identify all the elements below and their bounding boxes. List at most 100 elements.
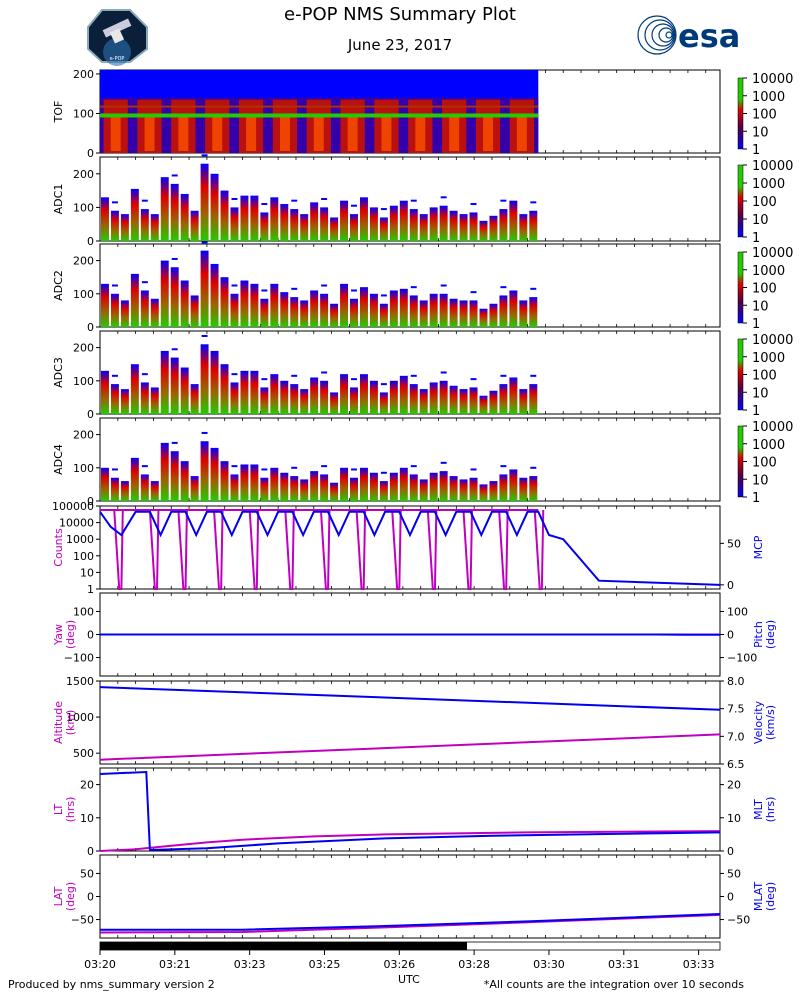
adc-bar [369,293,378,327]
y-tick-label: 0 [87,629,94,642]
adc-bar [340,200,349,241]
adc-bar [479,308,488,327]
tof-column-core [178,115,189,152]
adc-bar [140,382,149,414]
adc-outlier-mark [321,465,328,468]
adc-outlier-mark [261,289,268,292]
adc-bar [310,202,319,241]
adc-bar [330,392,339,414]
colorbar-tick-label: 10000 [752,159,793,174]
counts-line [100,509,124,590]
adc-bar [200,163,209,241]
panel-frame [99,767,721,852]
y-tick-label: 200 [73,255,94,268]
adc-bar [101,197,109,241]
adc-outlier-mark [500,199,507,202]
tof-column-core [483,115,494,152]
adc-bar [270,374,279,414]
tof-column-core [415,115,426,152]
adc-bar [210,447,219,501]
colorbar-tick-label: 100 [752,195,777,210]
y-tick-label: 100 [73,288,94,301]
y-tick-label-right: 10 [727,812,741,825]
tof-column-core [144,115,155,152]
adc-outlier-mark [530,374,537,377]
y-tick-label-right: −50 [727,914,750,927]
adc-bar [120,389,129,414]
adc-bar [160,260,169,327]
colorbar-tick-label: 10000 [752,72,793,87]
adc-bar [240,280,249,327]
adc-bar [150,298,159,327]
adc-bar [290,209,299,241]
y-tick-label: 200 [73,342,94,355]
adc-bar [429,382,438,414]
time-tick-label: 03:28 [458,958,490,971]
adc-bar [449,210,458,241]
adc-bar [320,380,329,414]
adc-bar [150,481,159,501]
colorbar-tick-label: 10000 [752,246,793,261]
adc-bar [350,387,358,414]
adc-outlier-mark [141,281,148,284]
adc-bar [489,481,498,501]
adc-bar [519,389,528,414]
y-tick-label: 200 [73,429,94,442]
adc-bar [150,387,159,414]
adc-outlier-mark [111,468,118,471]
plot-date: June 23, 2017 [347,36,452,54]
y-tick-label: 1500 [66,675,94,688]
colorbar-tick-label: 1000 [752,351,785,366]
adc-bar [459,389,468,414]
adc-bar [419,389,428,414]
esa-logo-text: esa [678,17,740,55]
adc-bar [479,220,488,241]
tof-column-core [279,115,290,152]
y-tick-label-right: 8.0 [727,675,745,688]
y-tick-label-right: 50 [727,537,741,550]
colorbar-tick-label: 1000 [752,177,785,192]
mlat-line [100,913,721,931]
adc-bar [449,298,458,327]
adc-outlier-mark [380,471,387,474]
adc-outlier-mark [201,431,208,434]
y-tick-label: 10 [80,566,94,579]
adc-bar [200,344,209,414]
adc-outlier-mark [171,257,178,260]
altitude-line [99,733,721,761]
y-axis-label-right: Pitch(deg) [752,620,777,649]
adc-bar [250,370,259,414]
adc-bar [250,283,259,327]
adc-outlier-mark [261,203,268,206]
adc-bar [170,357,179,414]
adc-bar [330,303,339,327]
y-tick-label-right: −100 [727,652,757,665]
adc-outlier-mark [291,199,298,202]
adc-bar [489,215,498,241]
adc-bar [519,300,528,327]
tof-column-core [347,115,358,152]
adc-outlier-mark [530,201,537,204]
colorbar-tick-label: 10 [752,386,769,401]
y-tick-label: 0 [87,235,94,248]
adc-bar [150,214,159,241]
adc-outlier-mark [321,197,328,200]
adc-outlier-mark [410,199,417,202]
colorbar-tick-label: 10 [752,125,769,140]
adc-bar [359,197,368,241]
adc-bar [409,295,418,327]
time-tick-label: 03:33 [683,958,715,971]
adc-bar [110,384,119,414]
y-axis-label: ADC3 [52,357,65,388]
adc-bar [170,267,179,327]
adc-outlier-mark [470,203,477,206]
adc-bar [130,273,139,327]
y-tick-label: 50 [80,867,94,880]
tof-column-core [246,115,257,152]
adc-bar [110,210,119,241]
colorbar-tick-label: 10000 [752,333,793,348]
adc-bar [240,195,249,241]
panel-frame [99,680,721,765]
adc-outlier-mark [530,287,537,290]
